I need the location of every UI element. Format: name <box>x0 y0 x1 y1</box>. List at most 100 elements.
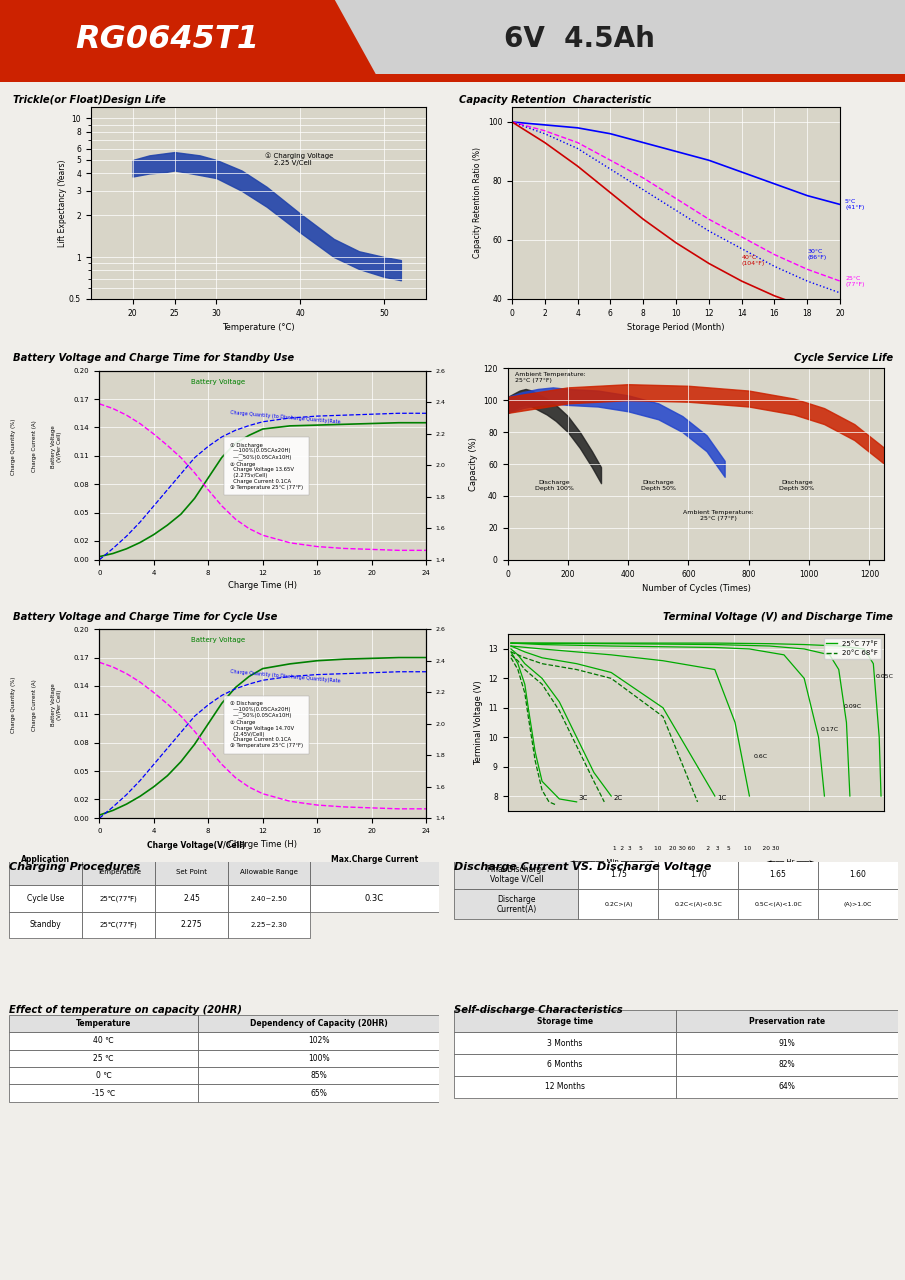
FancyBboxPatch shape <box>228 886 310 911</box>
FancyBboxPatch shape <box>578 890 658 919</box>
X-axis label: Charge Time (H): Charge Time (H) <box>228 581 297 590</box>
Y-axis label: Terminal Voltage (V): Terminal Voltage (V) <box>473 680 482 765</box>
Text: 1C: 1C <box>717 795 726 801</box>
FancyBboxPatch shape <box>818 860 898 890</box>
Text: 85%: 85% <box>310 1071 327 1080</box>
Text: 6 Months: 6 Months <box>548 1060 583 1069</box>
Text: 40°C
(104°F): 40°C (104°F) <box>742 255 765 266</box>
Text: Effect of temperature on capacity (20HR): Effect of temperature on capacity (20HR) <box>9 1005 242 1015</box>
Text: 1.70: 1.70 <box>690 870 707 879</box>
Text: Discharge
Current(A): Discharge Current(A) <box>496 895 537 914</box>
FancyBboxPatch shape <box>82 833 310 859</box>
FancyBboxPatch shape <box>9 833 82 886</box>
Text: 0.5C<(A)<1.0C: 0.5C<(A)<1.0C <box>754 902 802 906</box>
FancyBboxPatch shape <box>198 1084 439 1102</box>
Text: 0.09C: 0.09C <box>844 704 862 709</box>
Text: Battery Voltage and Charge Time for Standby Use: Battery Voltage and Charge Time for Stan… <box>14 353 294 364</box>
Text: 2.45: 2.45 <box>184 893 200 904</box>
Text: Standby: Standby <box>30 920 62 929</box>
FancyBboxPatch shape <box>454 1010 676 1032</box>
Text: Charging Procedures: Charging Procedures <box>9 863 140 873</box>
Text: Discharge
Depth 50%: Discharge Depth 50% <box>641 480 676 490</box>
Text: Discharge Current VS. Discharge Voltage: Discharge Current VS. Discharge Voltage <box>454 863 711 873</box>
FancyBboxPatch shape <box>454 860 578 890</box>
Text: 0.05C: 0.05C <box>875 675 893 680</box>
Text: 3 Months: 3 Months <box>548 1038 583 1047</box>
FancyBboxPatch shape <box>454 1053 676 1075</box>
FancyBboxPatch shape <box>310 886 439 911</box>
Text: Preservation rate: Preservation rate <box>748 1016 825 1025</box>
FancyBboxPatch shape <box>9 1068 198 1084</box>
Text: Set Point: Set Point <box>176 869 207 876</box>
Text: Terminal Voltage (V) and Discharge Time: Terminal Voltage (V) and Discharge Time <box>663 612 893 622</box>
Text: ① Charging Voltage
    2.25 V/Cell: ① Charging Voltage 2.25 V/Cell <box>265 152 333 165</box>
Text: ① Discharge
  ―100%(0.05CAx20H)
  ―⁐50%(0.05CAx10H)
② Charge
  Charge Voltage 13: ① Discharge ―100%(0.05CAx20H) ―⁐50%(0.05… <box>230 443 303 490</box>
Text: 5°C
(41°F): 5°C (41°F) <box>845 200 864 210</box>
Text: 0.17C: 0.17C <box>821 727 839 732</box>
Legend: 25°C 77°F, 20°C 68°F: 25°C 77°F, 20°C 68°F <box>824 637 881 659</box>
FancyBboxPatch shape <box>198 1068 439 1084</box>
Text: RG0645T1: RG0645T1 <box>75 24 260 55</box>
Text: 25°C
(77°F): 25°C (77°F) <box>845 275 864 287</box>
Text: 1.75: 1.75 <box>610 870 627 879</box>
Text: Charge Current (A): Charge Current (A) <box>33 678 37 731</box>
FancyBboxPatch shape <box>156 859 228 886</box>
Text: 82%: 82% <box>778 1060 795 1069</box>
Text: 3C: 3C <box>578 795 587 801</box>
FancyBboxPatch shape <box>676 1032 898 1053</box>
Text: 25℃(77℉): 25℃(77℉) <box>100 895 138 902</box>
Text: Dependency of Capacity (20HR): Dependency of Capacity (20HR) <box>250 1019 387 1028</box>
Text: Charge Quantity (to Discharge Quantity)Rate: Charge Quantity (to Discharge Quantity)R… <box>230 410 340 425</box>
Text: Charge Quantity (%): Charge Quantity (%) <box>11 677 16 733</box>
Text: Application: Application <box>21 855 71 864</box>
Text: Battery Voltage
(V/Per Cell): Battery Voltage (V/Per Cell) <box>51 684 62 726</box>
Text: 6V  4.5Ah: 6V 4.5Ah <box>504 26 654 54</box>
FancyBboxPatch shape <box>9 1015 198 1032</box>
Text: 65%: 65% <box>310 1089 327 1098</box>
FancyBboxPatch shape <box>454 890 578 919</box>
X-axis label: Storage Period (Month): Storage Period (Month) <box>627 323 725 332</box>
Text: Battery Voltage
(V/Per Cell): Battery Voltage (V/Per Cell) <box>51 425 62 467</box>
Text: -15 ℃: -15 ℃ <box>92 1089 115 1098</box>
FancyBboxPatch shape <box>228 859 310 886</box>
Y-axis label: Lift Expectancy (Years): Lift Expectancy (Years) <box>59 159 68 247</box>
Bar <box>0 74 905 82</box>
Text: 40 ℃: 40 ℃ <box>93 1037 114 1046</box>
Text: Self-discharge Characteristics: Self-discharge Characteristics <box>454 1005 623 1015</box>
FancyBboxPatch shape <box>738 860 818 890</box>
Text: Temperature: Temperature <box>97 869 140 876</box>
Polygon shape <box>0 0 380 82</box>
Text: 0.2C>(A): 0.2C>(A) <box>605 902 633 906</box>
FancyBboxPatch shape <box>676 1010 898 1032</box>
Text: 2.25~2.30: 2.25~2.30 <box>251 922 288 928</box>
FancyBboxPatch shape <box>454 1032 676 1053</box>
FancyBboxPatch shape <box>82 859 156 886</box>
Text: 102%: 102% <box>308 1037 329 1046</box>
Text: Capacity Retention  Characteristic: Capacity Retention Characteristic <box>459 95 651 105</box>
Text: Discharge
Depth 100%: Discharge Depth 100% <box>535 480 574 490</box>
Text: Allowable Range: Allowable Range <box>240 869 298 876</box>
Text: 0.2C<(A)<0.5C: 0.2C<(A)<0.5C <box>674 902 722 906</box>
FancyBboxPatch shape <box>9 886 82 911</box>
FancyBboxPatch shape <box>198 1050 439 1068</box>
Text: 0.6C: 0.6C <box>753 754 767 759</box>
X-axis label: Charge Time (H): Charge Time (H) <box>228 840 297 849</box>
Y-axis label: Capacity Retention Ratio (%): Capacity Retention Ratio (%) <box>473 147 482 259</box>
Text: Final Discharge
Voltage V/Cell: Final Discharge Voltage V/Cell <box>487 865 546 884</box>
Text: 1.60: 1.60 <box>850 870 866 879</box>
FancyBboxPatch shape <box>676 1075 898 1097</box>
Y-axis label: Capacity (%): Capacity (%) <box>469 436 478 492</box>
Text: Battery Voltage: Battery Voltage <box>191 637 245 644</box>
FancyBboxPatch shape <box>9 1050 198 1068</box>
FancyBboxPatch shape <box>198 1015 439 1032</box>
FancyBboxPatch shape <box>658 890 738 919</box>
Text: ① Discharge
  ―100%(0.05CAx20H)
  ―⁐50%(0.05CAx10H)
② Charge
  Charge Voltage 14: ① Discharge ―100%(0.05CAx20H) ―⁐50%(0.05… <box>230 701 303 749</box>
FancyBboxPatch shape <box>156 886 228 911</box>
Text: Ambient Temperature:
25°C (77°F): Ambient Temperature: 25°C (77°F) <box>683 511 754 521</box>
Text: Charge Quantity (to Discharge Quantity)Rate: Charge Quantity (to Discharge Quantity)R… <box>230 668 340 684</box>
Text: Trickle(or Float)Design Life: Trickle(or Float)Design Life <box>14 95 167 105</box>
Text: 2.40~2.50: 2.40~2.50 <box>251 896 288 901</box>
Text: Charge Voltage(V/Cell): Charge Voltage(V/Cell) <box>147 841 245 850</box>
Text: ◄─── Hr ───►: ◄─── Hr ───► <box>766 859 814 865</box>
Text: 91%: 91% <box>778 1038 795 1047</box>
